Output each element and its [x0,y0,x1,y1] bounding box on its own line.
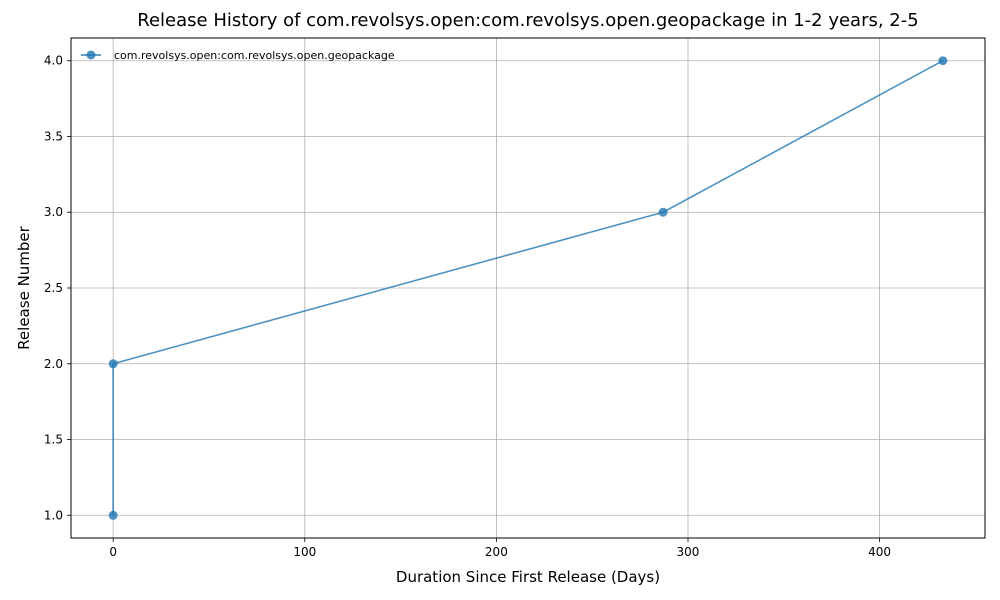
legend: com.revolsys.open:com.revolsys.open.geop… [81,49,395,62]
data-point [658,207,668,217]
legend-series-label: com.revolsys.open:com.revolsys.open.geop… [114,49,395,62]
y-tick-label: 3.0 [44,205,63,219]
y-tick-label: 4.0 [44,54,63,68]
data-point [938,56,948,66]
x-tick-label: 0 [109,545,117,559]
series-line [112,60,944,516]
x-tick-label: 100 [293,545,316,559]
y-tick-label: 1.5 [44,433,63,447]
data-point [108,359,118,369]
x-tick-label: 400 [868,545,891,559]
series-layer [108,56,948,520]
y-tick-label: 3.5 [44,129,63,143]
y-axis-ticks: 1.0 1.5 2.0 2.5 3.0 3.5 4.0 [44,54,71,522]
y-tick-label: 1.0 [44,508,63,522]
chart-title: Release History of com.revolsys.open:com… [137,10,918,31]
legend-marker-swatch [86,50,96,60]
y-tick-label: 2.0 [44,357,63,371]
x-tick-label: 200 [485,545,508,559]
x-axis-ticks: 0 100 200 300 400 [109,538,891,559]
y-tick-label: 2.5 [44,281,63,295]
grid [71,38,985,538]
x-axis-label: Duration Since First Release (Days) [396,568,660,586]
data-point [108,510,118,520]
y-axis-label: Release Number [15,225,33,349]
x-tick-label: 300 [677,545,700,559]
